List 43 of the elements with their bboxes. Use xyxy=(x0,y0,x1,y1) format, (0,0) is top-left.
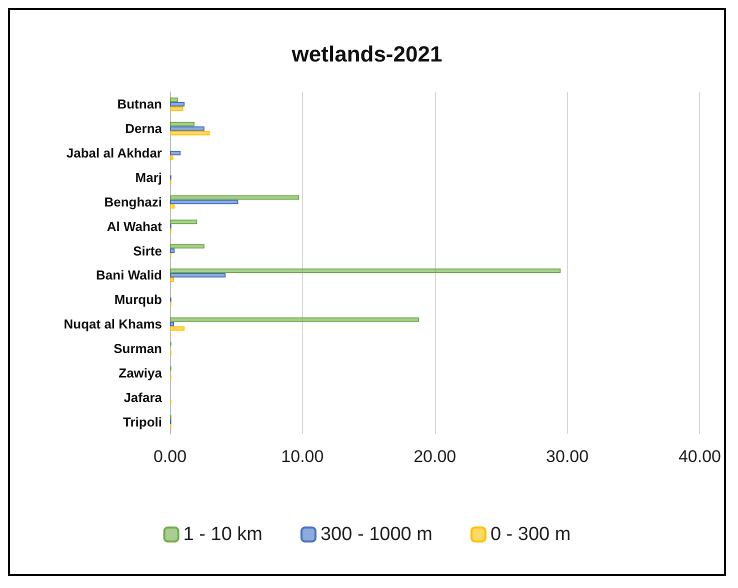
bar xyxy=(170,155,174,160)
x-tick-label: 10.00 xyxy=(281,447,324,466)
bar xyxy=(170,97,178,102)
y-tick-label: Marj xyxy=(135,170,162,185)
y-tick-label: Jafara xyxy=(124,390,163,405)
legend-label: 300 - 1000 m xyxy=(320,524,432,545)
legend-label: 1 - 10 km xyxy=(183,524,262,545)
bar xyxy=(170,126,204,131)
y-tick-label: Tripoli xyxy=(123,414,162,430)
x-tick-label: 0.00 xyxy=(153,447,187,466)
bar xyxy=(170,204,175,209)
legend-label: 0 - 300 m xyxy=(490,524,571,545)
bar xyxy=(170,200,238,204)
bar xyxy=(170,272,226,278)
bar xyxy=(170,122,194,126)
y-tick-label: Surman xyxy=(114,341,162,356)
y-tick-label: Butnan xyxy=(117,96,162,112)
y-tick-label: Jabal al Akhdar xyxy=(66,146,162,161)
x-tick-label: 40.00 xyxy=(678,447,722,466)
bar xyxy=(170,322,174,326)
bar xyxy=(170,317,419,322)
bar xyxy=(170,220,198,224)
bar xyxy=(170,244,204,249)
y-tick-label: Sirte xyxy=(133,243,162,258)
y-tick-label: Zawiya xyxy=(118,365,163,380)
x-tick-label: 20.00 xyxy=(414,447,456,466)
y-tick-label: Derna xyxy=(125,121,163,136)
y-tick-label: Murqub xyxy=(114,292,162,308)
x-tick-label: 30.00 xyxy=(546,447,589,466)
y-tick-label: Benghazi xyxy=(104,194,162,210)
bar xyxy=(170,268,561,273)
y-tick-label: Al Wahat xyxy=(106,218,163,234)
y-tick-label: Bani Walid xyxy=(96,268,162,283)
bar xyxy=(170,277,174,282)
bar xyxy=(170,248,175,254)
bar xyxy=(170,326,185,331)
bar xyxy=(170,195,300,200)
bar xyxy=(170,130,210,136)
bar xyxy=(170,102,185,106)
bar xyxy=(170,150,181,156)
chart-title: wetlands-2021 xyxy=(290,42,442,66)
y-tick-label: Nuqat al Khams xyxy=(64,316,162,332)
bar xyxy=(170,106,184,111)
